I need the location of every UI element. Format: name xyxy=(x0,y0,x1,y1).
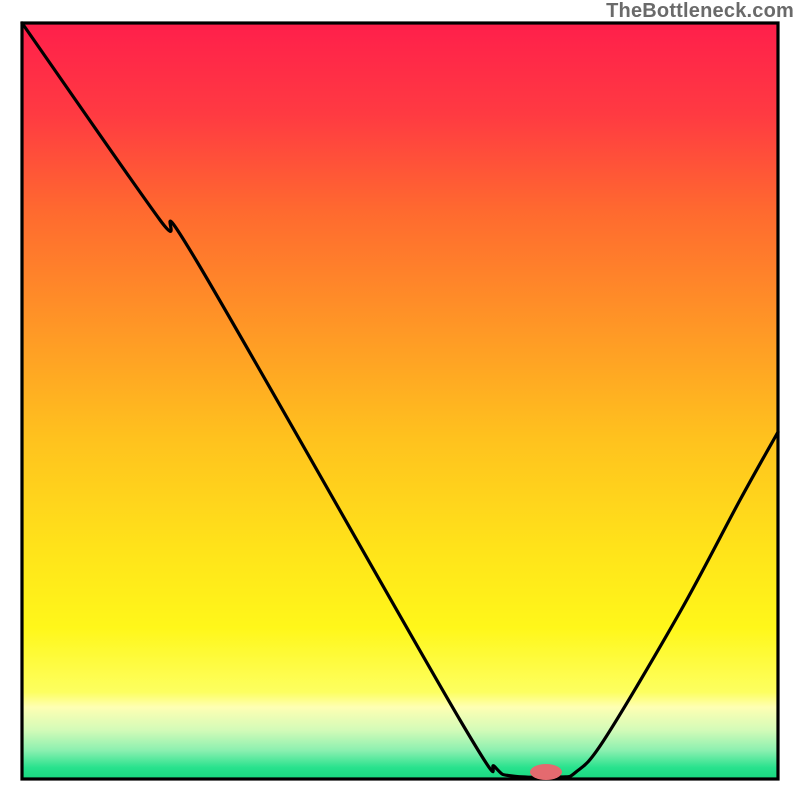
chart-container: TheBottleneck.com xyxy=(0,0,800,800)
optimal-point-marker xyxy=(530,764,562,780)
plot-background xyxy=(22,23,778,779)
bottleneck-curve-chart xyxy=(0,0,800,800)
watermark-label: TheBottleneck.com xyxy=(606,0,794,23)
